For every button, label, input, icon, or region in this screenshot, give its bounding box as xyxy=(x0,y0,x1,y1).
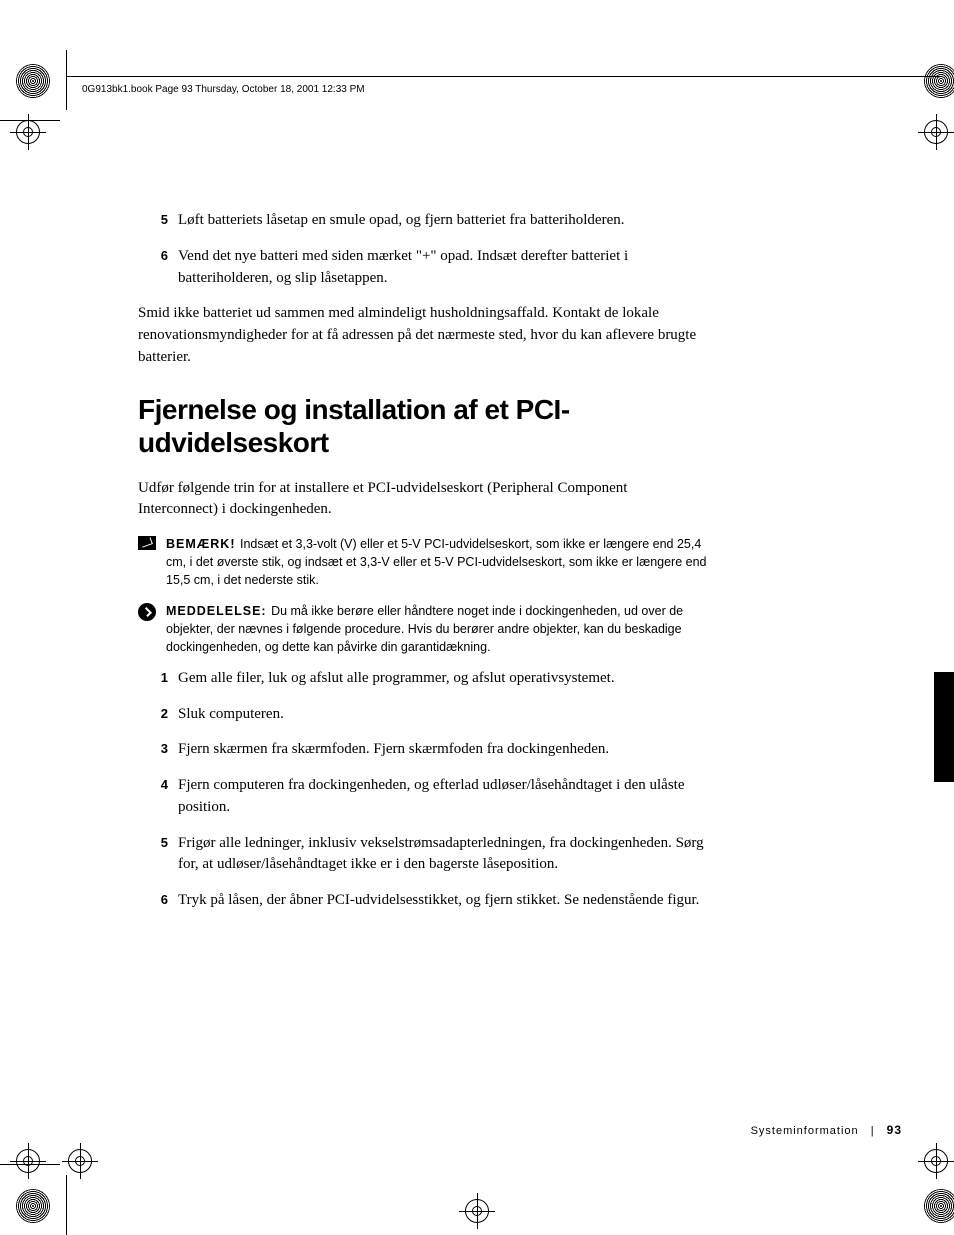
list-item: 2 Sluk computeren. xyxy=(150,704,708,726)
list-item: 5 Frigør alle ledninger, inklusiv veksel… xyxy=(150,833,708,877)
header-meta: 0G913bk1.book Page 93 Thursday, October … xyxy=(82,84,365,95)
list-item: 5 Løft batteriets låsetap en smule opad,… xyxy=(150,210,708,232)
list-number: 2 xyxy=(150,704,178,726)
list-item: 6 Tryk på låsen, der åbner PCI-udvidelse… xyxy=(150,890,708,912)
reg-mark-bl xyxy=(16,1189,50,1223)
reg-target-tr xyxy=(924,120,948,144)
section-tab xyxy=(934,672,954,782)
list-text: Fjern computeren fra dockingenheden, og … xyxy=(178,775,708,819)
note-body: Indsæt et 3,3-volt (V) eller et 5-V PCI-… xyxy=(166,537,707,587)
crop-mark xyxy=(66,1175,67,1235)
list-item: 1 Gem alle filer, luk og afslut alle pro… xyxy=(150,668,708,690)
list-text: Gem alle filer, luk og afslut alle progr… xyxy=(178,668,615,690)
notice-icon xyxy=(138,602,160,656)
notice-text: MEDDELELSE: Du må ikke berøre eller hånd… xyxy=(160,602,708,656)
reg-target-bc xyxy=(465,1199,489,1223)
notice-label: MEDDELELSE: xyxy=(166,604,271,618)
footer-separator: | xyxy=(871,1125,875,1137)
reg-target-bl xyxy=(16,1149,40,1173)
note-block: BEMÆRK! Indsæt et 3,3-volt (V) eller et … xyxy=(138,535,708,589)
footer-section: Systeminformation xyxy=(751,1125,859,1137)
reg-target-bc2 xyxy=(68,1149,92,1173)
reg-target-br xyxy=(924,1149,948,1173)
page-content: 5 Løft batteriets låsetap en smule opad,… xyxy=(138,210,708,926)
list-number: 5 xyxy=(150,833,178,877)
note-label: BEMÆRK! xyxy=(166,537,240,551)
list-number: 1 xyxy=(150,668,178,690)
section-heading: Fjernelse og installation af et PCI-udvi… xyxy=(138,393,708,460)
list-text: Tryk på låsen, der åbner PCI-udvidelsess… xyxy=(178,890,699,912)
numbered-list: 1 Gem alle filer, luk og afslut alle pro… xyxy=(150,668,708,912)
list-number: 6 xyxy=(150,890,178,912)
list-text: Frigør alle ledninger, inklusiv vekselst… xyxy=(178,833,708,877)
page-footer: Systeminformation | 93 xyxy=(751,1123,902,1137)
reg-mark-tl xyxy=(16,64,50,98)
continuation-list: 5 Løft batteriets låsetap en smule opad,… xyxy=(150,210,708,289)
list-text: Sluk computeren. xyxy=(178,704,284,726)
reg-mark-br xyxy=(924,1189,954,1223)
reg-mark-tr xyxy=(924,64,954,98)
page-number: 93 xyxy=(887,1123,902,1137)
reg-target-tl xyxy=(16,120,40,144)
notice-block: MEDDELELSE: Du må ikke berøre eller hånd… xyxy=(138,602,708,656)
note-text: BEMÆRK! Indsæt et 3,3-volt (V) eller et … xyxy=(160,535,708,589)
list-item: 3 Fjern skærmen fra skærmfoden. Fjern sk… xyxy=(150,739,708,761)
note-icon xyxy=(138,535,160,589)
list-text: Løft batteriets låsetap en smule opad, o… xyxy=(178,210,624,232)
list-number: 5 xyxy=(150,210,178,232)
list-text: Fjern skærmen fra skærmfoden. Fjern skær… xyxy=(178,739,609,761)
list-number: 3 xyxy=(150,739,178,761)
crop-mark xyxy=(66,50,67,110)
list-number: 6 xyxy=(150,246,178,290)
list-item: 6 Vend det nye batteri med siden mærket … xyxy=(150,246,708,290)
list-number: 4 xyxy=(150,775,178,819)
header-rule xyxy=(66,76,940,77)
list-text: Vend det nye batteri med siden mærket "+… xyxy=(178,246,708,290)
body-paragraph: Smid ikke batteriet ud sammen med almind… xyxy=(138,303,708,368)
list-item: 4 Fjern computeren fra dockingenheden, o… xyxy=(150,775,708,819)
intro-paragraph: Udfør følgende trin for at installere et… xyxy=(138,478,708,522)
